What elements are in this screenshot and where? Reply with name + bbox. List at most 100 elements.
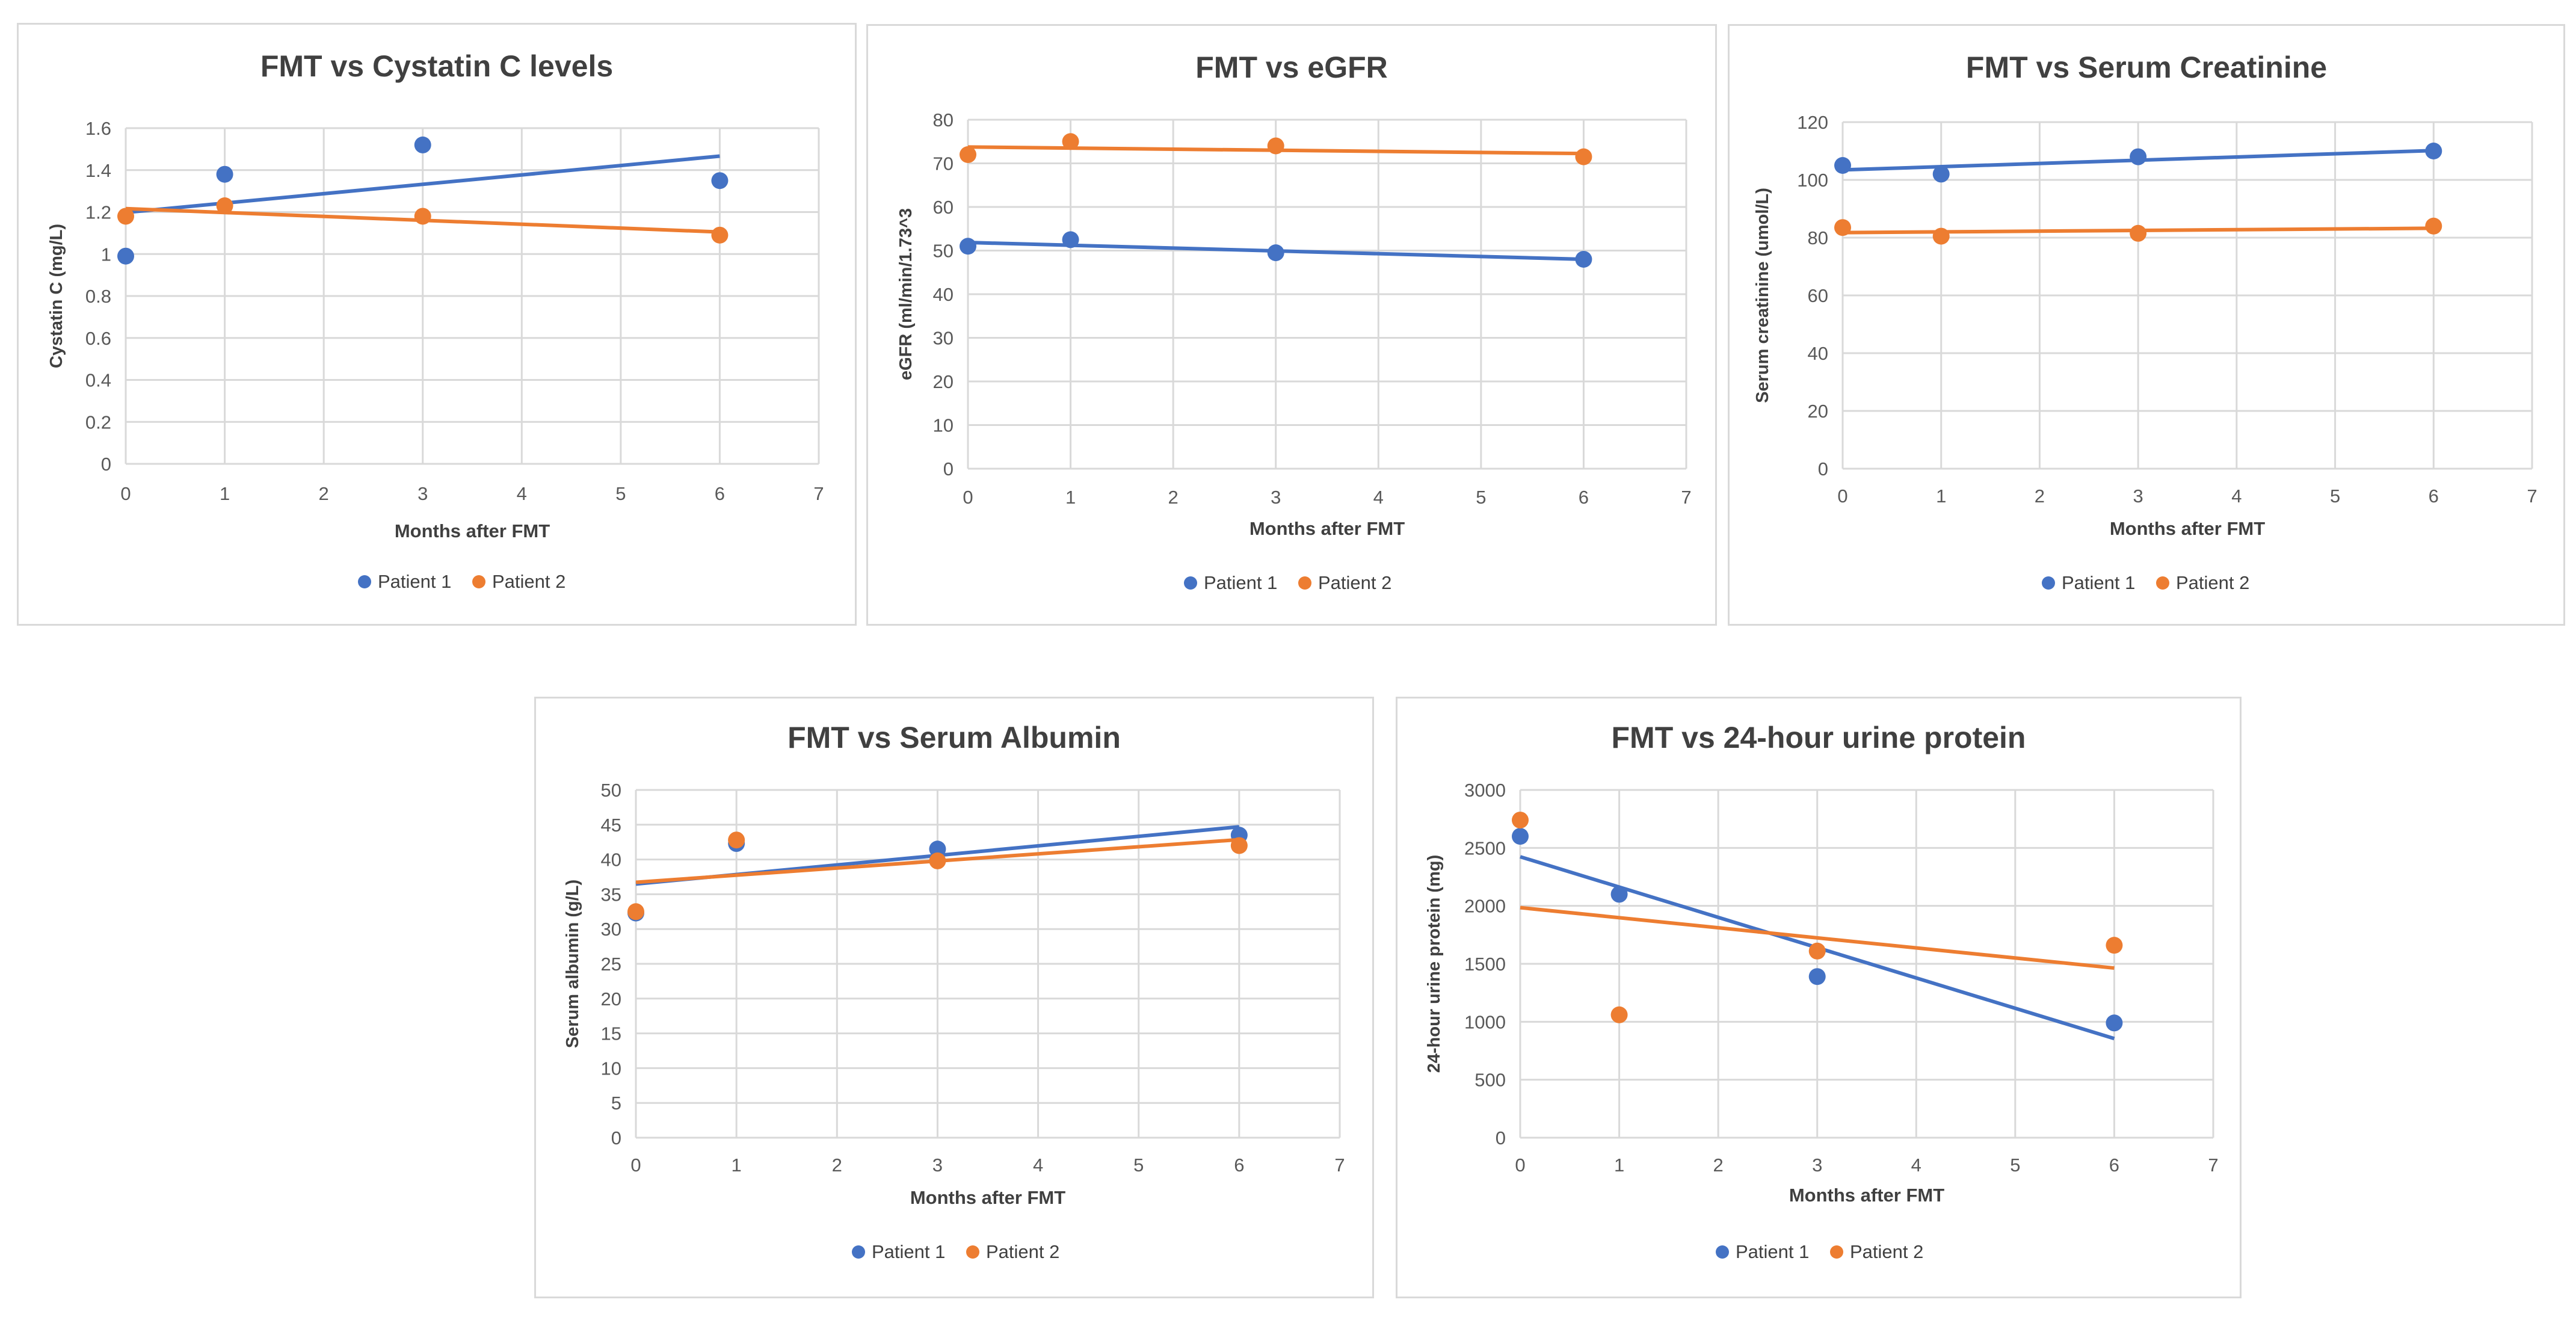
fmt-vs-serum-albumin-y-tick-label: 40: [601, 850, 621, 871]
fmt-vs-serum-creatinine-y-axis-label: Serum creatinine (umol/L): [1753, 188, 1772, 403]
fmt-vs-egfr-point-patient-1: [1267, 244, 1284, 262]
fmt-vs-serum-albumin-x-tick-label: 2: [832, 1155, 842, 1176]
fmt-vs-cystatin-c-levels-point-patient-2: [117, 208, 134, 225]
fmt-vs-24-hour-urine-protein-point-patient-2: [1610, 1006, 1628, 1023]
fmt-vs-24-hour-urine-protein-point-patient-1: [1610, 886, 1628, 903]
fmt-vs-cystatin-c-levels-y-tick-label: 1.2: [85, 202, 111, 223]
fmt-vs-serum-albumin-y-tick-label: 0: [611, 1127, 621, 1149]
fmt-vs-egfr-x-tick-label: 7: [1681, 487, 1691, 508]
fmt-vs-serum-albumin-point-patient-2: [728, 831, 745, 849]
fmt-vs-serum-creatinine-x-tick-label: 3: [2133, 486, 2143, 507]
fmt-vs-serum-creatinine-y-tick-label: 80: [1808, 227, 1828, 248]
fmt-vs-24-hour-urine-protein-y-tick-label: 1000: [1464, 1011, 1506, 1032]
chart-svg-urine-protein: FMT vs 24-hour urine protein 0 500 1000 1500…: [1425, 721, 2219, 1262]
fmt-vs-serum-albumin-y-axis-label: Serum albumin (g/L): [563, 880, 582, 1048]
fmt-vs-24-hour-urine-protein-trendline-patient-2: [1520, 905, 2115, 970]
fmt-vs-serum-albumin-legend-label-patient-2: Patient 2: [986, 1241, 1059, 1262]
fmt-vs-24-hour-urine-protein-x-tick-label: 0: [1515, 1155, 1525, 1176]
fmt-vs-egfr-x-tick-label: 0: [963, 487, 973, 508]
fmt-vs-serum-creatinine-legend-marker-patient-1: [2042, 576, 2055, 590]
fmt-vs-serum-albumin-legend-marker-patient-2: [966, 1245, 979, 1259]
fmt-vs-cystatin-c-levels-x-axis-label: Months after FMT: [395, 520, 550, 541]
fmt-vs-serum-albumin-x-tick-label: 0: [630, 1155, 641, 1176]
fmt-vs-egfr-y-axis-label: eGFR (ml/min/1.73^3: [896, 208, 916, 380]
fmt-vs-24-hour-urine-protein-y-axis-label: 24-hour urine protein (mg): [1425, 855, 1444, 1073]
fmt-vs-24-hour-urine-protein-point-patient-2: [2106, 937, 2123, 954]
chart-panel-serum-creatinine: FMT vs Serum Creatinine 0 20 40 60 80 100 120 0 1…: [1728, 24, 2565, 626]
fmt-vs-egfr-y-tick-label: 50: [933, 241, 954, 262]
fmt-vs-egfr-y-tick-label: 0: [943, 458, 954, 480]
fmt-vs-24-hour-urine-protein-y-tick-label: 0: [1496, 1127, 1506, 1149]
fmt-vs-serum-albumin-y-tick-label: 25: [601, 954, 621, 975]
fmt-vs-serum-albumin-legend-label-patient-1: Patient 1: [872, 1241, 945, 1262]
fmt-vs-cystatin-c-levels-x-tick-label: 5: [615, 483, 626, 504]
fmt-vs-serum-creatinine-y-tick-label: 40: [1808, 343, 1828, 364]
fmt-vs-serum-albumin-legend-marker-patient-1: [852, 1245, 865, 1259]
chart-panel-egfr: FMT vs eGFR 0 10 20 30 40 50 60 70 80 0 1 2 3 4 5 6 7 Mont…: [866, 24, 1717, 626]
fmt-vs-egfr-y-tick-label: 60: [933, 197, 954, 218]
fmt-vs-cystatin-c-levels-x-tick-label: 3: [418, 483, 428, 504]
fmt-vs-24-hour-urine-protein-y-tick-label: 2500: [1464, 837, 1506, 859]
fmt-vs-egfr-point-patient-2: [1575, 148, 1592, 165]
fmt-vs-cystatin-c-levels-legend-label-patient-2: Patient 2: [492, 571, 565, 592]
fmt-vs-24-hour-urine-protein-y-tick-label: 1500: [1464, 954, 1506, 975]
fmt-vs-cystatin-c-levels-point-patient-2: [414, 208, 431, 225]
fmt-vs-cystatin-c-levels-title: FMT vs Cystatin C levels: [260, 49, 613, 83]
fmt-vs-serum-creatinine-legend-label-patient-2: Patient 2: [2176, 572, 2249, 593]
fmt-vs-serum-albumin-x-tick-label: 7: [1334, 1155, 1345, 1176]
fmt-vs-24-hour-urine-protein-title: FMT vs 24-hour urine protein: [1612, 721, 2026, 754]
fmt-vs-serum-albumin-y-tick-label: 30: [601, 919, 621, 940]
fmt-vs-cystatin-c-levels-x-tick-label: 4: [517, 483, 527, 504]
fmt-vs-cystatin-c-levels-point-patient-1: [711, 172, 729, 190]
fmt-vs-serum-creatinine-point-patient-2: [2425, 217, 2442, 235]
fmt-vs-cystatin-c-levels-x-tick-label: 1: [220, 483, 230, 504]
fmt-vs-serum-creatinine-legend-label-patient-1: Patient 1: [2062, 572, 2135, 593]
fmt-vs-24-hour-urine-protein-x-tick-label: 7: [2208, 1155, 2218, 1176]
fmt-vs-serum-albumin-point-patient-2: [627, 903, 644, 920]
fmt-vs-egfr-title: FMT vs eGFR: [1195, 51, 1387, 84]
fmt-vs-serum-albumin-x-axis-label: Months after FMT: [910, 1187, 1065, 1208]
fmt-vs-serum-albumin-y-tick-label: 10: [601, 1058, 621, 1079]
fmt-vs-serum-creatinine-x-tick-label: 7: [2527, 486, 2537, 507]
fmt-vs-egfr-y-tick-label: 20: [933, 371, 954, 392]
fmt-vs-cystatin-c-levels-legend-marker-patient-1: [358, 575, 371, 588]
fmt-vs-24-hour-urine-protein-x-tick-label: 3: [1812, 1155, 1822, 1176]
fmt-vs-serum-albumin-x-tick-label: 1: [732, 1155, 742, 1176]
fmt-vs-serum-creatinine-point-patient-1: [2130, 148, 2147, 165]
fmt-vs-24-hour-urine-protein-x-axis-label: Months after FMT: [1789, 1185, 1944, 1206]
fmt-vs-cystatin-c-levels-y-tick-label: 1.6: [85, 118, 111, 139]
fmt-vs-cystatin-c-levels-legend-label-patient-1: Patient 1: [378, 571, 451, 592]
fmt-vs-serum-creatinine-y-tick-label: 120: [1797, 112, 1828, 133]
chart-panel-urine-protein: FMT vs 24-hour urine protein 0 500 1000 1500…: [1396, 697, 2242, 1298]
fmt-vs-serum-albumin-title: FMT vs Serum Albumin: [787, 721, 1121, 754]
fmt-vs-24-hour-urine-protein-point-patient-1: [1808, 968, 1826, 985]
fmt-vs-24-hour-urine-protein-point-patient-1: [2106, 1014, 2123, 1032]
fmt-vs-24-hour-urine-protein-y-tick-label: 500: [1474, 1070, 1506, 1091]
fmt-vs-24-hour-urine-protein-point-patient-1: [1512, 828, 1529, 845]
fmt-vs-24-hour-urine-protein-y-tick-label: 3000: [1464, 780, 1506, 801]
fmt-vs-egfr-point-patient-2: [1267, 137, 1284, 155]
fmt-vs-24-hour-urine-protein-x-tick-label: 5: [2010, 1155, 2020, 1176]
fmt-vs-serum-creatinine-point-patient-2: [1932, 227, 1950, 245]
fmt-vs-cystatin-c-levels-y-tick-label: 1.4: [85, 160, 111, 181]
fmt-vs-cystatin-c-levels-y-tick-label: 0.6: [85, 328, 111, 349]
fmt-vs-24-hour-urine-protein-x-tick-label: 2: [1713, 1155, 1724, 1176]
fmt-vs-cystatin-c-levels-y-axis-label: Cystatin C (mg/L): [47, 224, 66, 368]
chart-svg-serum-creatinine: FMT vs Serum Creatinine 0 20 40 60 80 100 120 0 1…: [1753, 51, 2537, 593]
fmt-vs-cystatin-c-levels-x-tick-label: 0: [120, 483, 131, 504]
fmt-vs-egfr-x-tick-label: 2: [1168, 487, 1179, 508]
fmt-vs-cystatin-c-levels-point-patient-2: [216, 197, 233, 215]
fmt-vs-24-hour-urine-protein-x-tick-label: 1: [1614, 1155, 1624, 1176]
fmt-vs-cystatin-c-levels-point-patient-1: [414, 136, 431, 153]
fmt-vs-serum-creatinine-title: FMT vs Serum Creatinine: [1966, 51, 2327, 84]
fmt-vs-serum-creatinine-legend-marker-patient-2: [2156, 576, 2169, 590]
fmt-vs-cystatin-c-levels-x-tick-label: 6: [715, 483, 725, 504]
fmt-vs-egfr-x-tick-label: 5: [1476, 487, 1486, 508]
fmt-vs-24-hour-urine-protein-legend-marker-patient-1: [1716, 1245, 1729, 1259]
fmt-vs-egfr-point-patient-1: [960, 238, 976, 255]
fmt-vs-egfr-legend-marker-patient-1: [1184, 576, 1197, 590]
fmt-vs-egfr-legend-label-patient-2: Patient 2: [1318, 572, 1391, 593]
fmt-vs-serum-creatinine-x-axis-label: Months after FMT: [2110, 518, 2265, 539]
fmt-vs-egfr-legend-marker-patient-2: [1298, 576, 1311, 590]
fmt-vs-egfr-y-tick-label: 80: [933, 109, 954, 131]
